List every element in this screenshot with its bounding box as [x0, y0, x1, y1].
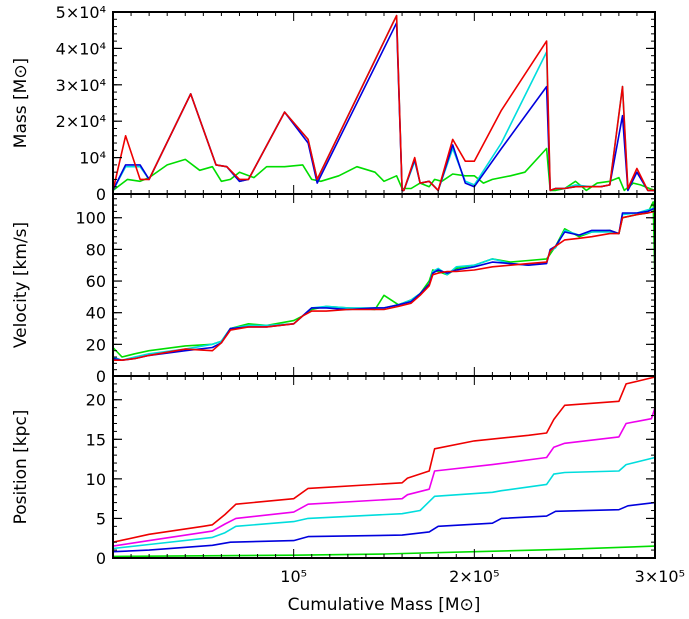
x-tick-label: 3×10⁵ [635, 567, 685, 586]
velocity-plot-frame [112, 193, 656, 377]
velocity-series-line-4 [113, 210, 656, 362]
position-series-line-4 [112, 407, 656, 547]
panel-mass: 0 10⁴ 2×10⁴ 3×10⁴ 4×10⁴ 5×10⁴ Mass [M⊙] [11, 3, 656, 204]
x-axis-label: Cumulative Mass [M⊙] [288, 595, 481, 615]
velocity-y-tick-label: 80 [86, 240, 106, 259]
velocity-series-line-1 [112, 201, 656, 358]
mass-y-tick-label: 4×10⁴ [56, 39, 106, 58]
mass-y-tick-label: 3×10⁴ [56, 76, 106, 95]
x-axis: 10⁵ 2×10⁵ 3×10⁵ [280, 567, 685, 586]
mass-y-tick-label: 10⁴ [79, 149, 106, 168]
velocity-y-tick-label: 0 [96, 367, 106, 386]
velocity-series-line-2 [112, 207, 656, 362]
velocity-y-tick-label: 20 [86, 335, 106, 354]
mass-y-label: Mass [M⊙] [11, 58, 31, 148]
position-y-label: Position [kpc] [11, 410, 31, 525]
velocity-y-axis: 0 20 40 60 80 100 [75, 194, 655, 386]
velocity-series-line-3 [112, 207, 656, 362]
panel-velocity: 0 20 40 60 80 100 Velocity [km/s] [11, 193, 656, 386]
x-tick-label: 2×10⁵ [449, 567, 499, 586]
velocity-y-label: Velocity [km/s] [11, 222, 31, 348]
mass-y-axis: 0 10⁴ 2×10⁴ 3×10⁴ 4×10⁴ 5×10⁴ [56, 3, 655, 204]
position-series-line-2 [112, 501, 656, 553]
velocity-y-tick-label: 60 [86, 272, 106, 291]
position-y-tick-label: 10 [86, 470, 106, 489]
position-series-line-5 [112, 376, 656, 543]
mass-series-line-4 [112, 14, 655, 192]
mass-y-tick-label: 0 [96, 185, 106, 204]
position-series-group [112, 376, 656, 558]
mass-y-tick-label: 2×10⁴ [56, 112, 106, 131]
x-tick-label: 10⁵ [280, 567, 307, 586]
position-y-axis: 0 5 10 15 20 [86, 375, 655, 568]
velocity-y-tick-label: 100 [75, 209, 106, 228]
velocity-series-group [112, 201, 656, 362]
panel-position: 0 5 10 15 20 10⁵ 2×10⁵ 3×10⁵ Position [kpc] Cu… [11, 375, 685, 615]
position-y-tick-label: 15 [86, 430, 106, 449]
mass-y-tick-label: 5×10⁴ [56, 3, 106, 22]
position-series-line-3 [112, 456, 656, 550]
position-y-tick-label: 0 [96, 549, 106, 568]
mass-series-group [112, 14, 656, 192]
position-series-line-1 [112, 545, 656, 558]
position-y-tick-label: 20 [86, 391, 106, 410]
position-plot-frame [112, 375, 656, 559]
position-y-tick-label: 5 [96, 509, 106, 528]
mass-series-line-1 [112, 147, 656, 192]
velocity-y-tick-label: 40 [86, 304, 106, 323]
